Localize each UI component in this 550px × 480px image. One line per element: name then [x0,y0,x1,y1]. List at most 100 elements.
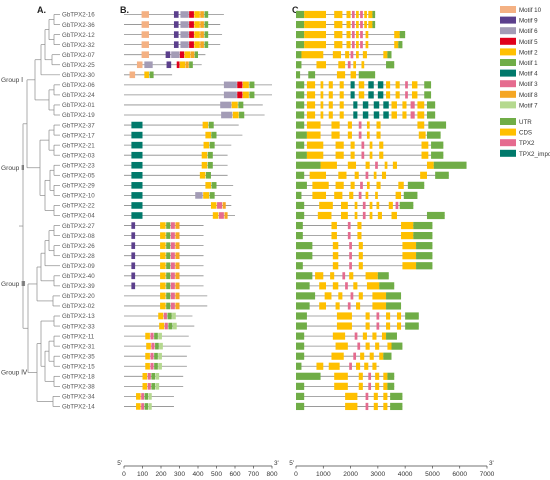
motif-1-block [205,172,211,179]
gene-label: GbTPX2-12 [62,32,95,39]
motif-3-block [163,312,167,320]
motif-2-block [160,232,166,239]
motif-3-block [150,352,154,360]
motif-4-block [131,182,143,189]
cds-block [384,161,388,169]
cds-block [357,232,362,240]
motif-row [124,41,221,48]
gene-labels: GbTPX2-16 GbTPX2-36 GbTPX2-12 GbTPX2-32 GbTP… [62,12,95,411]
motif-5-block [189,21,194,28]
tpx2-domain-block [351,20,355,29]
cds-block [338,61,346,69]
legend-label: CDS [519,130,532,137]
cds-block [379,141,384,149]
motif-2-block [205,182,211,189]
gene-label: GbTPX2-34 [62,394,95,401]
motif-1-block [204,41,209,48]
utr-block [296,71,301,79]
tpx2-domain-block [349,242,352,250]
cds-block [381,332,387,340]
motif-2-block [160,302,166,310]
cds-block [377,211,382,220]
utr-block [413,221,433,230]
tpx2-importin-block [362,101,369,109]
cds-block [421,151,429,159]
motif-2-block [146,342,151,350]
gene-label: GbTPX2-14 [62,404,95,411]
utr-block [308,71,316,79]
utr-block [296,312,307,320]
motif-9-block [131,252,136,259]
utr-block [296,111,305,119]
motif-2-block [159,322,165,330]
tpx2-domain-block [376,312,380,320]
motif-row [124,131,243,139]
motif-2-block [202,121,209,129]
utr-block [387,382,395,390]
cds-block [306,111,316,119]
cds-block [331,352,344,360]
cds-block [312,181,329,189]
cds-block [331,131,340,139]
motif-4-block [131,161,143,169]
utr-block [387,372,395,380]
tpx2-importin-block [377,81,384,89]
motif-8-block [175,222,180,229]
cds-block [350,181,355,189]
cds-block [373,392,378,400]
cds-block [334,10,343,19]
cds-block [328,81,333,89]
motif-1-block [166,302,171,310]
cds-block [417,101,425,109]
motif-row [124,302,208,310]
tpx2-domain-block [347,221,351,230]
gene-structure-row [296,402,403,411]
cds-block [365,342,370,350]
gene-structure-row [296,171,449,179]
motif-1-block [151,373,156,380]
tpx2-domain-block [349,362,352,370]
utr-block [386,302,402,310]
cds-block [335,342,348,350]
cds-block [353,61,357,69]
motif-6-block [144,61,153,69]
cds-block [372,362,377,370]
legend-label: Motif 7 [519,102,538,109]
motif-10-block [129,71,136,79]
cds-block [356,41,359,49]
motif-2-block [142,373,148,380]
motif-2-block [142,383,148,390]
gene-structure-row [296,121,447,129]
gene-label: GbTPX2-20 [62,293,95,300]
tpx2-importin-block [353,111,358,119]
tpx2-importin-block [383,101,389,109]
utr-block [407,181,425,189]
gene-structure-row [296,232,433,240]
cds-block [401,232,414,240]
cds-block [358,252,363,260]
cds-block [365,272,378,280]
motif-1-block [166,242,171,249]
gene-structure-row [296,342,403,350]
gene-label: GbTPX2-19 [62,112,95,119]
tpx2-domain-block [360,41,363,49]
gene-label: GbTPX2-37 [62,122,95,129]
cds-block [373,171,377,179]
motif-row [124,61,202,69]
utr-block [296,171,305,179]
motif-length-axis: 0 100 200 300 400 500 600 700 800 5' 3' [117,460,279,478]
motif-3-block [170,292,175,300]
utr-block [426,101,436,109]
motif-1-block [167,312,172,320]
cds-block [357,221,362,230]
utr-block [386,292,402,300]
utr-block [372,10,376,19]
cds-block [383,372,388,380]
tpx2-importin-block [383,111,389,119]
motif-legend-item: Motif 5 [500,37,538,46]
gene-structure-row [296,111,436,119]
gene-structure-row [296,141,444,149]
cds-block [379,352,384,360]
cds-block [335,141,344,149]
motif-9-block [131,262,136,270]
